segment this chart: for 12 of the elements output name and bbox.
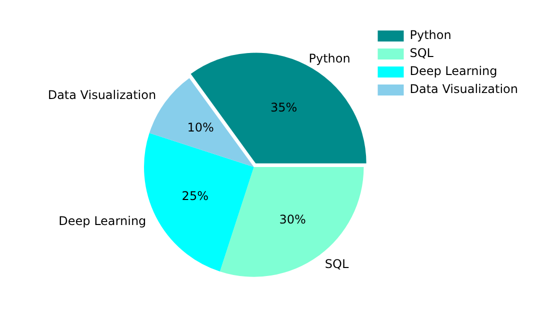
data-label: 10% (187, 120, 214, 134)
data-label: 30% (279, 212, 306, 226)
slice-label: SQL (324, 256, 349, 271)
legend-label: SQL (410, 46, 434, 60)
slice-label: Data Visualization (48, 88, 156, 102)
legend-label: Python (410, 28, 452, 42)
slice-label: Python (308, 51, 350, 66)
legend-label: Data Visualization (410, 82, 518, 96)
data-label: 35% (270, 100, 298, 114)
data-label: 25% (182, 189, 208, 204)
slice-label: Deep Learning (58, 214, 146, 228)
legend-label: Deep Learning (410, 64, 498, 78)
